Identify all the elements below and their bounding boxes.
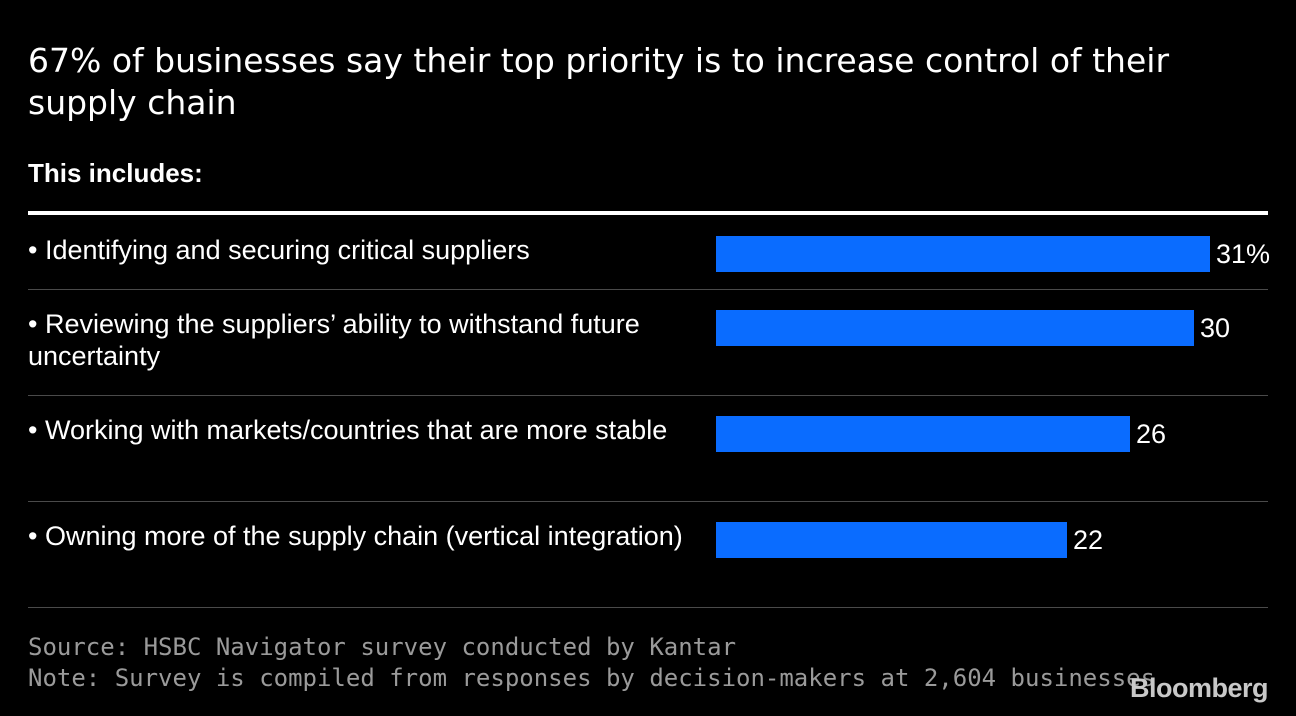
- chart-subtitle: This includes:: [28, 158, 203, 188]
- chart-row: • Identifying and securing critical supp…: [28, 216, 1271, 290]
- bar: [716, 416, 1130, 452]
- category-label: • Owning more of the supply chain (verti…: [28, 521, 683, 551]
- category-label: • Reviewing the suppliers’ ability to wi…: [28, 309, 640, 371]
- value-label: 26: [1136, 419, 1167, 449]
- bar: [716, 522, 1067, 558]
- chart-row: • Working with markets/countries that ar…: [28, 396, 1268, 502]
- note-text: Note: Survey is compiled from responses …: [28, 664, 1156, 692]
- category-label: • Working with markets/countries that ar…: [28, 415, 668, 445]
- value-label: 31%: [1216, 239, 1271, 269]
- value-label: 30: [1200, 313, 1231, 343]
- source-notes: Source: HSBC Navigator survey conducted …: [28, 632, 1155, 694]
- source-text: Source: HSBC Navigator survey conducted …: [28, 633, 737, 661]
- value-label: 22: [1073, 525, 1104, 555]
- chart-row: • Reviewing the suppliers’ ability to wi…: [28, 290, 1268, 396]
- bar: [716, 236, 1210, 272]
- top-divider: [28, 211, 1268, 215]
- chart-row: • Owning more of the supply chain (verti…: [28, 502, 1268, 608]
- chart-title: 67% of businesses say their top priority…: [28, 41, 1170, 122]
- bar: [716, 310, 1194, 346]
- category-label: • Identifying and securing critical supp…: [28, 235, 530, 265]
- bloomberg-logo: Bloomberg: [1129, 673, 1269, 703]
